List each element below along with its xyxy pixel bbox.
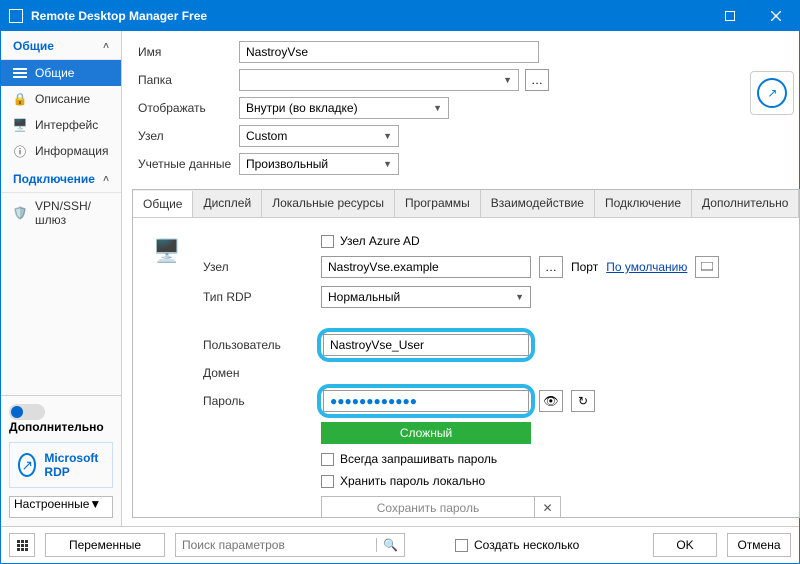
- advanced-label: Дополнительно: [9, 420, 104, 434]
- lock-icon: 🔒: [13, 92, 27, 106]
- folder-select[interactable]: ▼: [239, 69, 519, 91]
- chevron-up-icon: ˄: [103, 174, 109, 185]
- username-input[interactable]: [323, 334, 529, 356]
- display-label: Отображать: [138, 101, 233, 115]
- always-ask-checkbox[interactable]: Всегда запрашивать пароль: [321, 452, 497, 466]
- credentials-label: Учетные данные: [138, 157, 233, 171]
- grid-icon[interactable]: [9, 533, 35, 557]
- create-multiple-checkbox[interactable]: Создать несколько: [455, 538, 579, 552]
- tab-advanced[interactable]: Дополнительно: [692, 190, 799, 217]
- chevron-down-icon: ▼: [89, 497, 101, 511]
- footer: Переменные 🔍 Создать несколько OK Отмена: [1, 526, 799, 563]
- tab-display[interactable]: Дисплей: [193, 190, 262, 217]
- host-label: Узел: [203, 260, 313, 274]
- shield-icon: 🛡️: [13, 206, 27, 220]
- tabstrip: Общие Дисплей Локальные ресурсы Программ…: [133, 190, 799, 217]
- search-input[interactable]: [176, 534, 376, 556]
- sidebar-item-info[interactable]: ⓘ Информация: [1, 138, 121, 164]
- port-config-button[interactable]: [695, 256, 719, 278]
- monitor-icon: 🖥️: [13, 118, 27, 132]
- advanced-toggle-row[interactable]: Дополнительно: [9, 404, 113, 434]
- clear-password-button[interactable]: ✕: [534, 497, 560, 517]
- domain-label: Домен: [203, 366, 313, 380]
- tab-local-resources[interactable]: Локальные ресурсы: [262, 190, 395, 217]
- app-window: Remote Desktop Manager Free Общие˄ Общие…: [0, 0, 800, 564]
- tab-programs[interactable]: Программы: [395, 190, 481, 217]
- maximize-button[interactable]: [707, 1, 753, 31]
- preset-select[interactable]: Настроенные▼: [9, 496, 113, 518]
- display-select[interactable]: Внутри (во вкладке)▼: [239, 97, 449, 119]
- tab-experience[interactable]: Взаимодействие: [481, 190, 595, 217]
- azure-ad-checkbox[interactable]: Узел Azure AD: [321, 234, 420, 248]
- sidebar-section-connection[interactable]: Подключение˄: [1, 164, 121, 193]
- variables-button[interactable]: Переменные: [45, 533, 165, 557]
- sidebar-item-description[interactable]: 🔒 Описание: [1, 86, 121, 112]
- save-password-row: Сохранить пароль ✕: [321, 496, 561, 517]
- rdptype-select[interactable]: Нормальный▼: [321, 286, 531, 308]
- chevron-up-icon: ˄: [103, 41, 109, 52]
- tab-general[interactable]: Общие: [133, 191, 193, 218]
- generate-password-button[interactable]: ↻: [571, 390, 595, 412]
- titlebar[interactable]: Remote Desktop Manager Free: [1, 1, 799, 31]
- port-default-link[interactable]: По умолчанию: [606, 260, 687, 274]
- password-input[interactable]: [323, 390, 529, 412]
- folder-browse-button[interactable]: …: [525, 69, 549, 91]
- app-icon: [9, 9, 23, 23]
- sidebar-section-general[interactable]: Общие˄: [1, 31, 121, 60]
- host-mode-select[interactable]: Custom▼: [239, 125, 399, 147]
- folder-label: Папка: [138, 73, 233, 87]
- name-label: Имя: [138, 45, 233, 59]
- rdptype-label: Тип RDP: [203, 290, 313, 304]
- credentials-select[interactable]: Произвольный▼: [239, 153, 399, 175]
- rdp-label: Microsoft RDP: [44, 451, 104, 479]
- session-icon[interactable]: ↗: [750, 71, 794, 115]
- session-type-box: ↗ Microsoft RDP: [9, 442, 113, 488]
- sidebar-item-interface[interactable]: 🖥️ Интерфейс: [1, 112, 121, 138]
- advanced-toggle[interactable]: [9, 404, 45, 420]
- hamburger-icon: [13, 66, 27, 80]
- port-label: Порт: [571, 260, 598, 274]
- window-title: Remote Desktop Manager Free: [31, 9, 207, 23]
- sidebar: Общие˄ Общие 🔒 Описание 🖥️ Интерфейс ⓘ И…: [1, 31, 122, 526]
- search-params[interactable]: 🔍: [175, 533, 405, 557]
- host-browse-button[interactable]: …: [539, 256, 563, 278]
- rdp-icon: ↗: [18, 453, 36, 477]
- computer-icon: 🖥️: [153, 238, 180, 263]
- main-panel: ↗ Имя Папка ▼ … Отображать Внутри (во вк…: [122, 31, 800, 526]
- sidebar-item-general[interactable]: Общие: [1, 60, 121, 86]
- close-button[interactable]: [753, 1, 799, 31]
- info-icon: ⓘ: [13, 144, 27, 158]
- cancel-button[interactable]: Отмена: [727, 533, 791, 557]
- reveal-password-button[interactable]: 👁: [539, 390, 563, 412]
- password-strength: Сложный: [321, 422, 531, 444]
- host-input[interactable]: [321, 256, 531, 278]
- host-mode-label: Узел: [138, 129, 233, 143]
- name-input[interactable]: [239, 41, 539, 63]
- store-local-checkbox[interactable]: Хранить пароль локально: [321, 474, 485, 488]
- save-password-button[interactable]: Сохранить пароль: [322, 497, 534, 517]
- user-label: Пользователь: [203, 338, 313, 352]
- tab-connection[interactable]: Подключение: [595, 190, 692, 217]
- password-label: Пароль: [203, 394, 313, 408]
- sidebar-item-vpn[interactable]: 🛡️ VPN/SSH/шлюз: [1, 193, 121, 233]
- ok-button[interactable]: OK: [653, 533, 717, 557]
- binoculars-icon[interactable]: 🔍: [376, 538, 404, 552]
